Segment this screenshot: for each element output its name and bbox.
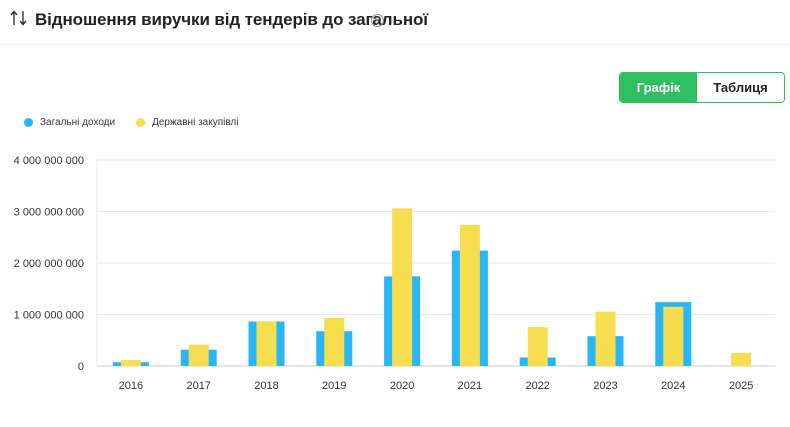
x-tick-label: 2017 (186, 380, 210, 392)
legend-marker-total (24, 118, 33, 127)
bar-gov (324, 317, 345, 366)
bar-gov (256, 321, 277, 366)
header: Відношення виручки від тендерів до загал… (0, 0, 790, 45)
bar-gov (595, 311, 616, 366)
legend-item-total[interactable]: Загальні доходи (24, 117, 115, 128)
bar-gov (392, 208, 413, 366)
x-tick-label: 2022 (525, 380, 549, 392)
bar-gov (459, 224, 480, 366)
x-tick-label: 2024 (661, 380, 685, 392)
bar-gov (120, 360, 141, 366)
bar-gov (527, 327, 548, 366)
x-tick-label: 2025 (729, 380, 753, 392)
x-tick-label: 2020 (390, 380, 414, 392)
y-tick-label: 3 000 000 000 (14, 207, 84, 219)
help-icon[interactable]: ? (371, 14, 384, 27)
legend-label-gov: Державні закупівлі (152, 117, 239, 128)
x-tick-label: 2021 (458, 380, 482, 392)
legend-label-total: Загальні доходи (40, 117, 116, 128)
y-tick-label: 4 000 000 000 (14, 155, 84, 167)
view-toggle: Графік Таблиця (619, 72, 785, 103)
sort-icon[interactable] (9, 9, 29, 27)
y-tick-label: 0 (78, 361, 84, 373)
table-view-button[interactable]: Таблиця (697, 73, 784, 102)
x-tick-label: 2023 (593, 380, 617, 392)
page-title: Відношення виручки від тендерів до загал… (35, 10, 428, 29)
y-tick-label: 1 000 000 000 (14, 310, 84, 322)
legend-marker-gov (136, 118, 146, 127)
x-tick-label: 2016 (119, 380, 143, 392)
legend-item-gov[interactable]: Державні закупівлі (136, 117, 239, 128)
x-tick-label: 2019 (322, 380, 346, 392)
x-tick-label: 2018 (254, 380, 278, 392)
chart-view-button[interactable]: Графік (620, 73, 697, 102)
bar-gov (663, 306, 684, 366)
bar-gov (731, 352, 752, 366)
chart-legend: Загальні доходи Державні закупівлі (24, 117, 260, 128)
bar-gov (188, 344, 209, 366)
y-tick-label: 2 000 000 000 (14, 258, 84, 270)
